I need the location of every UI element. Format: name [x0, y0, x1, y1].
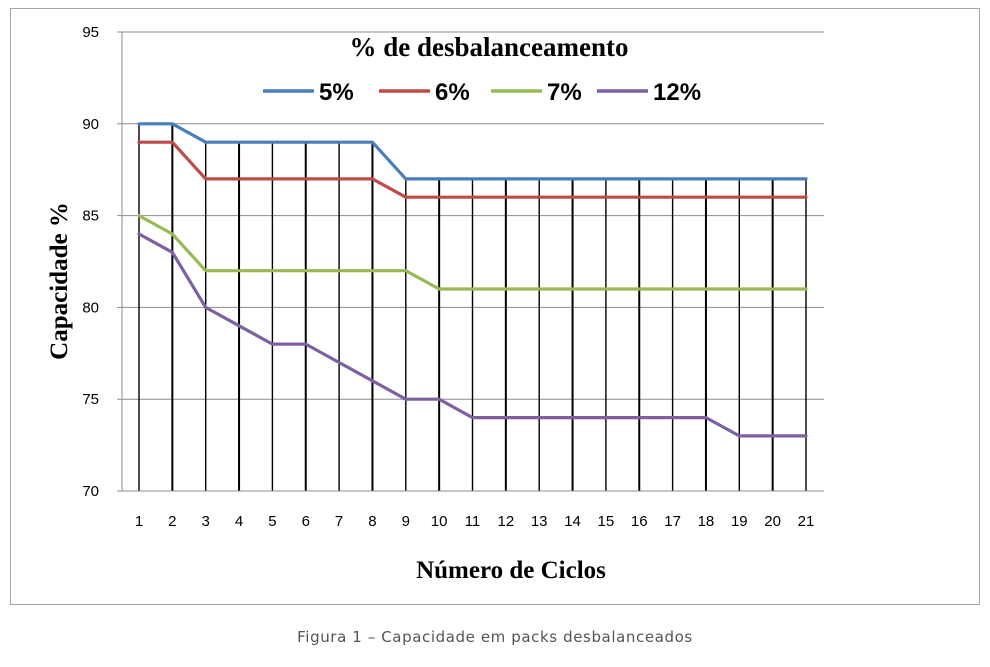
- x-tick-label: 20: [764, 513, 781, 530]
- x-tick-label: 9: [402, 513, 410, 530]
- grid: [122, 31, 824, 491]
- x-tick-label: 18: [698, 513, 715, 530]
- series-line-7pct: [137, 214, 808, 291]
- y-tick-label: 80: [82, 299, 99, 316]
- figure-caption: Figura 1 – Capacidade em packs desbalanc…: [297, 628, 693, 646]
- y-axis-label: Capacidade %: [46, 202, 73, 360]
- legend: 5% 6% 7% 12%: [263, 79, 701, 106]
- x-tick-label: 4: [235, 513, 243, 530]
- axes: [117, 31, 824, 492]
- x-tick-labels: 1 2 3 4 5 6 7 8 9 10 11 12 13 14 15 16 17 18 19 20 21: [135, 513, 815, 530]
- legend-label: 5%: [319, 79, 354, 106]
- y-tick-labels: 70 75 80 85 90 95: [82, 24, 99, 500]
- series-line-6pct: [137, 140, 808, 199]
- series-line-12pct: [137, 232, 808, 438]
- x-tick-label: 5: [268, 513, 276, 530]
- x-tick-label: 15: [598, 513, 615, 530]
- legend-label: 12%: [653, 79, 701, 106]
- x-tick-label: 8: [368, 513, 376, 530]
- y-tick-label: 90: [82, 116, 99, 133]
- x-tick-label: 16: [631, 513, 648, 530]
- x-tick-label: 13: [531, 513, 548, 530]
- legend-label: 7%: [547, 79, 582, 106]
- x-tick-label: 21: [798, 513, 815, 530]
- chart-title: % de desbalanceamento: [350, 32, 629, 62]
- y-tick-label: 75: [82, 391, 99, 408]
- x-tick-label: 1: [135, 513, 143, 530]
- x-tick-label: 19: [731, 513, 748, 530]
- x-axis-label: Número de Ciclos: [416, 557, 606, 584]
- x-tick-label: 7: [335, 513, 343, 530]
- x-tick-label: 17: [664, 513, 681, 530]
- y-tick-label: 85: [82, 208, 99, 225]
- series-line-5pct: [137, 122, 808, 181]
- legend-label: 6%: [435, 79, 470, 106]
- x-tick-label: 11: [465, 513, 481, 530]
- chart-frame: 70 75 80 85 90 95 1 2 3 4 5 6 7 8 9 10 11 12 13 14 15 16 17 18…: [10, 8, 980, 605]
- x-tick-label: 3: [202, 513, 210, 530]
- x-tick-label: 12: [498, 513, 515, 530]
- y-tick-label: 95: [82, 24, 99, 41]
- x-tick-label: 2: [168, 513, 176, 530]
- y-tick-label: 70: [82, 483, 99, 500]
- x-tick-label: 10: [431, 513, 448, 530]
- x-tick-label: 14: [564, 513, 581, 530]
- series-lines: [137, 122, 808, 438]
- x-tick-label: 6: [302, 513, 310, 530]
